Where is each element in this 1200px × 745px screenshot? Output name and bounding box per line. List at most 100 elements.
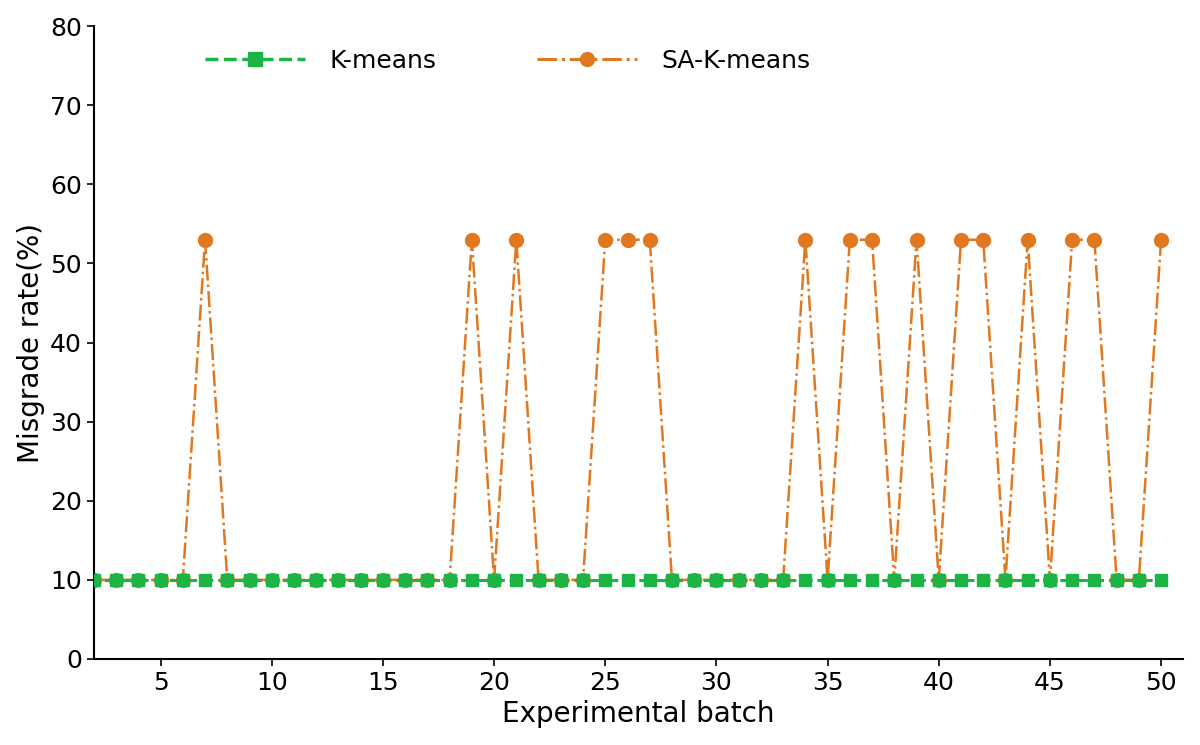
SA-K-means <box>487 575 502 584</box>
K-means <box>354 575 368 584</box>
SA-K-means <box>242 575 257 584</box>
K-means <box>688 575 702 584</box>
K-means <box>242 575 257 584</box>
K-means <box>376 575 390 584</box>
K-means <box>754 575 768 584</box>
SA-K-means <box>732 575 746 584</box>
SA-K-means <box>1154 235 1169 244</box>
SA-K-means <box>620 235 635 244</box>
Line: K-means: K-means <box>66 574 1168 586</box>
SA-K-means <box>109 575 124 584</box>
K-means <box>776 575 791 584</box>
SA-K-means <box>175 575 190 584</box>
SA-K-means <box>310 575 324 584</box>
K-means <box>310 575 324 584</box>
K-means <box>65 575 79 584</box>
K-means <box>865 575 880 584</box>
Y-axis label: Misgrade rate(%): Misgrade rate(%) <box>17 223 44 463</box>
SA-K-means <box>1132 575 1146 584</box>
SA-K-means <box>598 235 612 244</box>
K-means <box>954 575 968 584</box>
K-means <box>1043 575 1057 584</box>
SA-K-means <box>354 575 368 584</box>
SA-K-means <box>154 575 168 584</box>
K-means <box>598 575 612 584</box>
K-means <box>264 575 278 584</box>
SA-K-means <box>976 235 990 244</box>
K-means <box>175 575 190 584</box>
K-means <box>709 575 724 584</box>
K-means <box>398 575 413 584</box>
SA-K-means <box>331 575 346 584</box>
K-means <box>86 575 101 584</box>
SA-K-means <box>910 235 924 244</box>
SA-K-means <box>1087 235 1102 244</box>
K-means <box>1020 575 1034 584</box>
SA-K-means <box>865 235 880 244</box>
SA-K-means <box>532 575 546 584</box>
K-means <box>821 575 835 584</box>
K-means <box>287 575 301 584</box>
K-means <box>443 575 457 584</box>
K-means <box>464 575 479 584</box>
K-means <box>532 575 546 584</box>
K-means <box>509 575 523 584</box>
SA-K-means <box>709 575 724 584</box>
K-means <box>1154 575 1169 584</box>
SA-K-means <box>1020 235 1034 244</box>
K-means <box>620 575 635 584</box>
SA-K-means <box>443 575 457 584</box>
SA-K-means <box>642 235 656 244</box>
K-means <box>1087 575 1102 584</box>
SA-K-means <box>665 575 679 584</box>
K-means <box>931 575 946 584</box>
K-means <box>420 575 434 584</box>
K-means <box>910 575 924 584</box>
SA-K-means <box>376 575 390 584</box>
K-means <box>1064 575 1079 584</box>
K-means <box>798 575 812 584</box>
SA-K-means <box>86 575 101 584</box>
SA-K-means <box>220 575 234 584</box>
SA-K-means <box>842 235 857 244</box>
K-means <box>220 575 234 584</box>
SA-K-means <box>198 235 212 244</box>
K-means <box>665 575 679 584</box>
SA-K-means <box>954 235 968 244</box>
SA-K-means <box>287 575 301 584</box>
SA-K-means <box>931 575 946 584</box>
SA-K-means <box>464 235 479 244</box>
SA-K-means <box>1064 235 1079 244</box>
Legend: K-means, SA-K-means: K-means, SA-K-means <box>194 39 821 83</box>
SA-K-means <box>65 575 79 584</box>
SA-K-means <box>1043 575 1057 584</box>
SA-K-means <box>754 575 768 584</box>
X-axis label: Experimental batch: Experimental batch <box>503 700 775 729</box>
SA-K-means <box>398 575 413 584</box>
SA-K-means <box>553 575 568 584</box>
SA-K-means <box>998 575 1013 584</box>
K-means <box>1132 575 1146 584</box>
K-means <box>732 575 746 584</box>
SA-K-means <box>1110 575 1124 584</box>
K-means <box>842 575 857 584</box>
SA-K-means <box>798 235 812 244</box>
SA-K-means <box>420 575 434 584</box>
SA-K-means <box>688 575 702 584</box>
K-means <box>553 575 568 584</box>
SA-K-means <box>264 575 278 584</box>
SA-K-means <box>821 575 835 584</box>
K-means <box>576 575 590 584</box>
K-means <box>198 575 212 584</box>
SA-K-means <box>509 235 523 244</box>
K-means <box>1110 575 1124 584</box>
K-means <box>331 575 346 584</box>
SA-K-means <box>131 575 145 584</box>
K-means <box>998 575 1013 584</box>
K-means <box>131 575 145 584</box>
SA-K-means <box>776 575 791 584</box>
K-means <box>887 575 901 584</box>
K-means <box>642 575 656 584</box>
K-means <box>976 575 990 584</box>
Line: SA-K-means: SA-K-means <box>65 232 1168 587</box>
